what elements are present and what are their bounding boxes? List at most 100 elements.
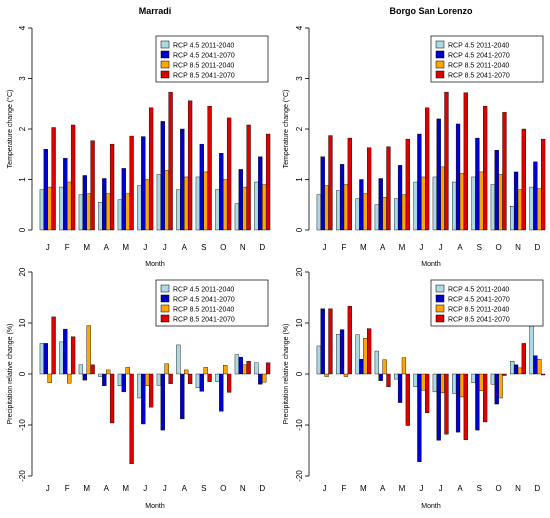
chart2-bar-A-s3 <box>382 196 387 231</box>
chart4-y-tick-label: -20 <box>295 470 304 482</box>
chart1-bar-M-s2 <box>82 175 87 231</box>
chart2-bar-S-s2 <box>475 137 480 231</box>
chart2-bar-M-s3 <box>401 194 407 231</box>
chart1-x-tick-label: M <box>83 243 90 252</box>
chart4-bar-D-s4 <box>541 373 546 376</box>
chart4-bar-S-s4 <box>483 373 488 423</box>
chart1-x-axis-title: Month <box>145 261 165 268</box>
chart4-legend-label: RCP 4.5 2011-2040 <box>448 287 509 294</box>
chart1-legend-label: RCP 4.5 2011-2040 <box>173 43 234 50</box>
chart3-bar-N-s2 <box>238 356 243 375</box>
chart3-bar-M-s4 <box>90 364 95 375</box>
chart2-bar-A-s3 <box>459 173 465 231</box>
chart3-legend-label: RCP 8.5 2041-2070 <box>173 317 235 324</box>
chart3-bar-A-s2 <box>102 373 107 386</box>
chart3-bar-J-s3 <box>164 363 169 375</box>
chart3-bar-F-s4 <box>70 336 76 375</box>
chart1-bar-S-s1 <box>195 176 201 231</box>
chart4-x-tick-label: J <box>419 484 423 493</box>
chart2-bar-J-s1 <box>316 194 321 231</box>
chart1-x-tick-label: F <box>65 243 70 252</box>
chart2-bar-O-s2 <box>494 150 499 231</box>
chart1-bar-N-s4 <box>246 124 251 231</box>
chart4-bar-M-s3 <box>363 338 368 375</box>
chart2-bar-F-s3 <box>343 184 349 231</box>
chart1-y-tick-label: 1 <box>18 177 27 182</box>
chart1-bar-O-s3 <box>223 179 228 231</box>
chart3-y-tick-label: 20 <box>18 267 27 276</box>
chart3-bar-S-s1 <box>195 373 201 388</box>
chart4-y-tick-label: 20 <box>295 267 304 276</box>
chart4-bar-J-s1 <box>316 345 321 375</box>
chart1-bar-F-s1 <box>59 186 64 231</box>
chart1-bar-N-s1 <box>234 203 240 231</box>
chart4-bar-N-s1 <box>510 361 515 375</box>
chart4-panel: -20 -10 0 10 20 Precipitation relative change… <box>283 267 546 510</box>
chart1-legend-label: RCP 4.5 2041-2070 <box>173 53 235 60</box>
chart2-bar-M-s2 <box>397 165 403 231</box>
chart3-bar-M-s2 <box>121 373 126 393</box>
chart4-bar-A-s2 <box>378 373 383 381</box>
chart4-bar-A-s2 <box>455 373 461 433</box>
chart2-x-axis-title: Month <box>421 261 441 268</box>
chart4-bar-A-s3 <box>382 359 387 375</box>
chart2-y-tick-label: 3 <box>295 76 304 81</box>
chart2-bar-N-s1 <box>510 206 515 231</box>
chart4-bar-J-s2 <box>320 308 325 375</box>
chart3-x-tick-label: F <box>65 484 70 493</box>
chart2-bar-F-s4 <box>347 137 352 231</box>
chart4-bar-A-s3 <box>459 373 465 398</box>
chart3-bar-J-s3 <box>47 373 52 383</box>
chart3-legend-swatch <box>160 294 170 303</box>
chart2-legend-swatch <box>435 50 445 59</box>
chart4-legend-label: RCP 8.5 2041-2070 <box>448 317 510 324</box>
chart1-bar-A-s1 <box>176 189 181 231</box>
chart4-y-tick-label: -10 <box>295 419 304 431</box>
chart3-bar-A-s4 <box>187 373 193 384</box>
chart2-bar-D-s3 <box>537 188 542 231</box>
chart3-bar-A-s3 <box>184 369 189 375</box>
chart1-bar-J-s4 <box>51 127 56 231</box>
chart1-legend-swatch <box>160 50 170 59</box>
chart2-x-tick-label: F <box>342 243 347 252</box>
chart1-legend-label: RCP 8.5 2011-2040 <box>173 63 234 70</box>
chart1-bar-D-s3 <box>262 184 267 231</box>
chart2-x-tick-label: J <box>439 243 443 252</box>
chart4-bar-O-s4 <box>502 373 507 376</box>
chart3-bar-J-s4 <box>51 316 56 375</box>
chart2-bar-D-s1 <box>529 186 534 231</box>
chart2-x-tick-label: M <box>360 243 367 252</box>
chart2-x-tick-label: J <box>323 243 327 252</box>
chart2-bar-A-s4 <box>463 92 468 231</box>
chart2-y-tick-label: 0 <box>295 227 304 232</box>
chart2-title: Borgo San Lorenzo <box>390 6 474 16</box>
chart1-bar-M-s3 <box>86 193 91 231</box>
chart4-bar-J-s4 <box>444 373 449 435</box>
chart1-bar-D-s4 <box>265 133 271 231</box>
chart2-bar-O-s1 <box>490 184 495 231</box>
chart2-bar-A-s1 <box>374 204 379 231</box>
chart2-bar-A-s1 <box>452 181 457 231</box>
chart3-x-tick-label: J <box>46 484 50 493</box>
chart3-bar-D-s2 <box>258 373 263 385</box>
chart3-bar-N-s3 <box>242 364 247 375</box>
chart3-legend-label: RCP 4.5 2011-2040 <box>173 287 234 294</box>
chart4-bar-M-s1 <box>394 373 399 380</box>
chart2-legend-swatch <box>435 60 445 69</box>
chart4-bar-A-s1 <box>374 350 379 375</box>
chart2-bar-J-s4 <box>328 135 333 231</box>
chart4-x-axis-title: Month <box>421 503 441 510</box>
chart2-bar-O-s3 <box>498 174 503 231</box>
chart4-x-tick-label: A <box>380 484 386 493</box>
chart2-legend-swatch <box>435 70 445 79</box>
chart1-y-tick-label: 4 <box>18 25 27 30</box>
chart3-bar-A-s3 <box>106 369 111 375</box>
chart3-bar-S-s4 <box>207 373 212 382</box>
chart4-bar-O-s3 <box>498 373 503 399</box>
chart3-bar-A-s1 <box>98 373 103 377</box>
chart4-bar-J-s2 <box>436 373 441 441</box>
chart1-bar-J-s4 <box>148 107 154 231</box>
chart3-y-tick-label: 0 <box>18 371 27 376</box>
chart4-bar-M-s4 <box>405 373 410 426</box>
chart4-bar-A-s4 <box>386 373 391 387</box>
